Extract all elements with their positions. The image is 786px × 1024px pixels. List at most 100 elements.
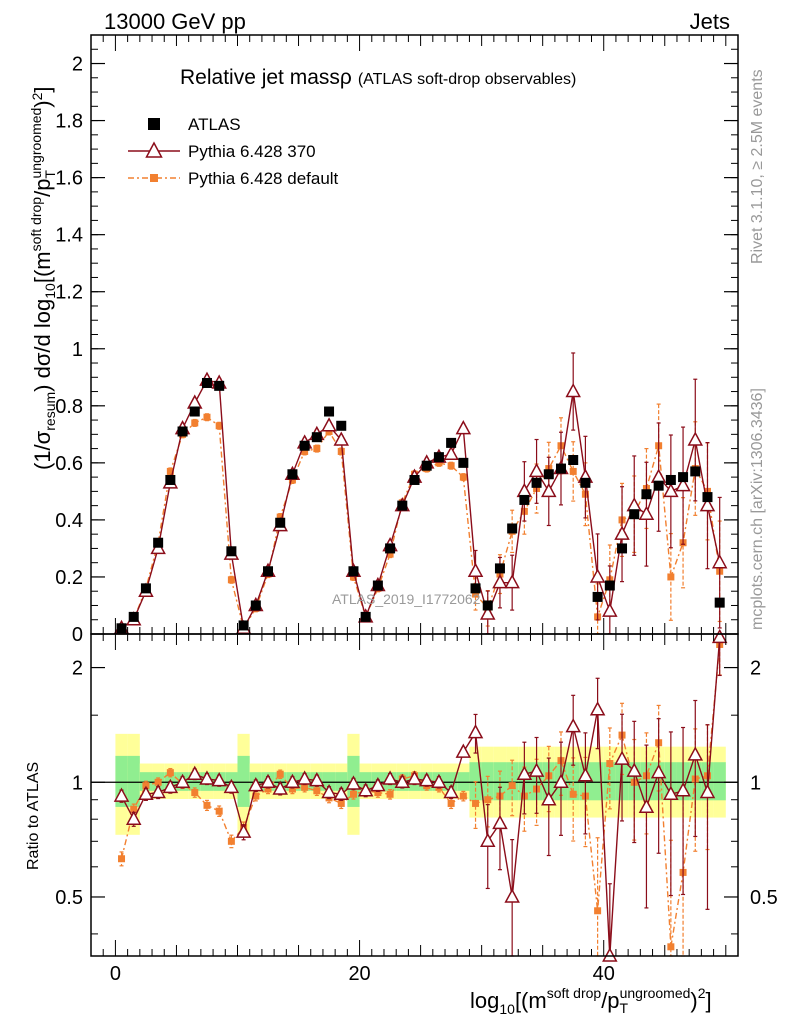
y-tick-label: 0.2 (55, 567, 83, 589)
pythia-370-point (602, 602, 618, 617)
pythia-370-point (248, 777, 264, 792)
uncertainty-band-inner (493, 762, 507, 801)
uncertainty-band-inner (237, 755, 250, 807)
pythia-370-point (541, 791, 557, 806)
pythia-default-point (118, 855, 126, 863)
uncertainty-band-inner (713, 762, 726, 801)
legend-marker-pdef (150, 174, 158, 182)
pythia-370-point (479, 832, 496, 848)
pythia-default-point (215, 422, 223, 430)
atlas-data-point (409, 474, 420, 485)
atlas-data-point (348, 566, 359, 577)
atlas-data-point (275, 517, 286, 528)
y-tick-label: 1.2 (55, 282, 83, 304)
pythia-default-point (166, 769, 174, 777)
ratio-tick-label: 1 (72, 772, 83, 794)
pythia-370-point (223, 778, 240, 794)
pythia-370-point (138, 785, 154, 801)
uncertainty-band-inner (127, 755, 140, 807)
atlas-data-point (385, 543, 396, 554)
y-tick-label: 1.6 (55, 168, 83, 190)
atlas-data-point (116, 623, 127, 634)
pythia-370-point (589, 701, 606, 716)
pythia-default-point (227, 576, 235, 584)
atlas-data-point (519, 494, 530, 505)
x-axis-label: log10[(msoft drop/pTungroomed)2] (470, 985, 712, 1017)
pythia-default-point (264, 785, 272, 793)
pythia-370-point (260, 773, 276, 789)
legend: ATLAS Pythia 6.428 370 Pythia 6.428 defaul… (128, 115, 339, 188)
pythia-370-point (284, 773, 301, 789)
y-tick-label: 2 (72, 54, 83, 76)
pythia-default-point (386, 790, 394, 798)
atlas-data-point (494, 563, 505, 574)
uncertainty-band-inner (335, 772, 348, 791)
pythia-370-point (370, 777, 386, 792)
pythia-370-point (663, 482, 679, 498)
pythia-370-point (333, 431, 350, 446)
pythia-default-point (301, 783, 309, 791)
atlas-data-point (665, 474, 676, 485)
pythia-default-point (313, 787, 321, 795)
pythia-370-point (309, 772, 325, 787)
atlas-data-point (250, 600, 261, 611)
pythia-370-point (394, 773, 411, 789)
pythia-370-point (614, 750, 630, 765)
atlas-data-point (482, 600, 493, 611)
pythia-370-point (650, 468, 667, 483)
main-plot-panel (113, 352, 728, 635)
pythia-default-point (606, 760, 614, 768)
pythia-370-point (199, 770, 215, 785)
pythia-370-point (553, 773, 569, 789)
atlas-data-point (678, 472, 689, 483)
pythia-default-point (459, 473, 467, 481)
pythia-370-point (711, 554, 728, 569)
uncertainty-band-inner (445, 772, 458, 791)
pythia-370-point (479, 605, 496, 620)
pythia-370-point (699, 783, 716, 799)
mcplots-label: mcplots.cern.ch [arXiv:1306.3436] (749, 388, 766, 630)
atlas-data-point (189, 406, 200, 417)
pythia-370-point (492, 814, 508, 830)
pythia-default-point (301, 447, 309, 455)
pythia-370-point (577, 767, 594, 782)
pythia-370-point (699, 497, 716, 512)
pythia-default-point (459, 792, 467, 800)
pythia-default-point (191, 789, 199, 797)
atlas-data-point (263, 566, 274, 577)
pythia-370-point (565, 718, 581, 733)
pythia-default-point (667, 943, 675, 951)
pythia-370-point (345, 775, 362, 790)
atlas-data-point (287, 469, 298, 480)
pythia-default-point (166, 467, 174, 475)
ratio-tick-label-right: 1 (750, 772, 761, 794)
atlas-data-point (397, 500, 408, 511)
y-tick-label: 0 (72, 624, 83, 646)
pythia-default-point (288, 785, 296, 793)
atlas-data-point (604, 580, 615, 591)
atlas-data-point (617, 543, 628, 554)
pythia-370-point (614, 525, 630, 540)
pythia-370-point (235, 823, 252, 838)
pythia-370-point (443, 445, 459, 461)
pythia-370-point (528, 762, 545, 777)
pythia-370-point (162, 778, 179, 794)
pythia-default-point (569, 790, 577, 798)
atlas-data-point (458, 457, 469, 468)
pythia-370-point (638, 798, 655, 813)
atlas-data-point (324, 406, 335, 417)
pythia-370-point (638, 505, 655, 520)
atlas-data-point (140, 583, 151, 594)
pythia-370-point (675, 782, 691, 797)
pythia-370-point (431, 773, 447, 789)
atlas-data-point (153, 537, 164, 548)
pythia-default-point (667, 573, 675, 581)
pythia-default-point (142, 782, 150, 790)
atlas-data-point (214, 380, 225, 391)
pythia-default-point (130, 805, 138, 813)
pythia-370-point (174, 773, 191, 789)
pythia-370-point (504, 574, 520, 589)
pythia-370-point (650, 764, 667, 779)
atlas-data-point (531, 477, 542, 488)
atlas-data-point (128, 611, 139, 622)
